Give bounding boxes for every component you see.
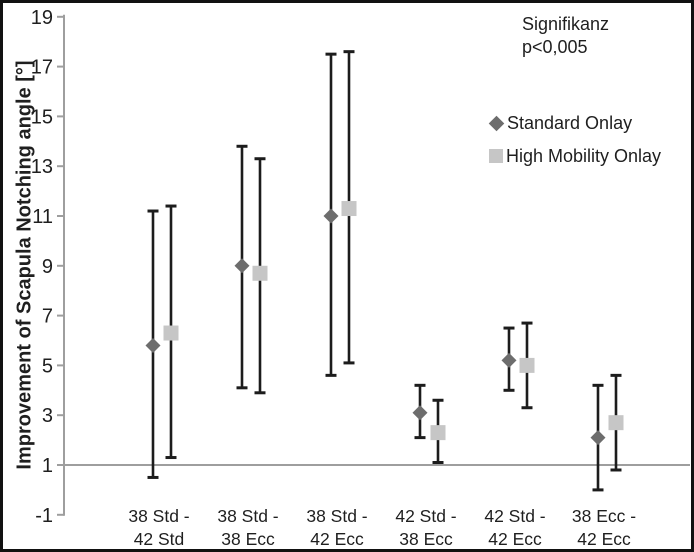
chart-plot-area: 19 17 15 13 11 9 7 5 3 1 -1 38 Std - 42 Std 38 Std - 3… <box>31 7 690 549</box>
y-tick-label: -1 <box>35 505 53 527</box>
y-tick-label: 9 <box>42 256 53 278</box>
data-point-square <box>341 201 357 217</box>
x-category-label-line2: 38 Ecc <box>221 529 275 549</box>
data-point-square <box>519 357 535 373</box>
y-tick-label: 1 <box>42 455 53 477</box>
legend-label-high-mobility-onlay: High Mobility Onlay <box>506 145 662 166</box>
legend-label-standard-onlay: Standard Onlay <box>507 112 633 133</box>
x-category-label-line2: 42 Ecc <box>577 529 631 549</box>
x-category-label-line2: 38 Ecc <box>399 529 453 549</box>
data-point-square <box>252 265 268 281</box>
data-point-square <box>430 425 446 441</box>
legend: Standard Onlay High Mobility Onlay <box>488 111 661 177</box>
diamond-icon <box>488 115 505 131</box>
legend-item-high-mobility-onlay: High Mobility Onlay <box>489 144 661 168</box>
legend-item-standard-onlay: Standard Onlay <box>488 111 661 135</box>
x-category-label-line2: 42 Ecc <box>310 529 364 549</box>
data-point-diamond <box>234 258 250 274</box>
data-point-diamond <box>145 337 161 353</box>
y-tick-label: 19 <box>31 7 53 29</box>
y-tick-label: 13 <box>31 156 53 178</box>
significance-annotation: Signifikanz p<0,005 <box>522 13 609 59</box>
y-tick-label: 3 <box>42 405 53 427</box>
data-point-square <box>608 415 624 431</box>
x-category-label-line1: 38 Std - <box>128 506 189 526</box>
data-point-diamond <box>501 352 517 368</box>
x-category-label-line2: 42 Std <box>134 529 185 549</box>
data-point-diamond <box>590 430 606 446</box>
data-point-square <box>163 325 179 341</box>
y-tick-label: 5 <box>42 355 53 377</box>
y-tick-label: 11 <box>32 206 53 228</box>
significance-annotation-line1: Signifikanz <box>522 14 610 34</box>
y-tick-label: 17 <box>31 57 53 79</box>
y-tick-label: 15 <box>31 106 53 128</box>
y-tick-label: 7 <box>42 306 53 328</box>
x-category-label-line1: 42 Std - <box>395 506 456 526</box>
data-point-diamond <box>323 208 339 224</box>
x-category-label-line1: 42 Std - <box>484 506 545 526</box>
x-category-label-line1: 38 Std - <box>217 506 278 526</box>
x-category-label-line2: 42 Ecc <box>488 529 542 549</box>
x-category-label-line1: 38 Std - <box>306 506 367 526</box>
y-axis-title: Improvement of Scapula Notching angle [°… <box>13 60 36 470</box>
square-icon <box>489 149 503 163</box>
x-category-label-line1: 38 Ecc - <box>572 506 636 526</box>
data-point-diamond <box>412 405 428 421</box>
significance-annotation-line2: p<0,005 <box>522 37 588 57</box>
